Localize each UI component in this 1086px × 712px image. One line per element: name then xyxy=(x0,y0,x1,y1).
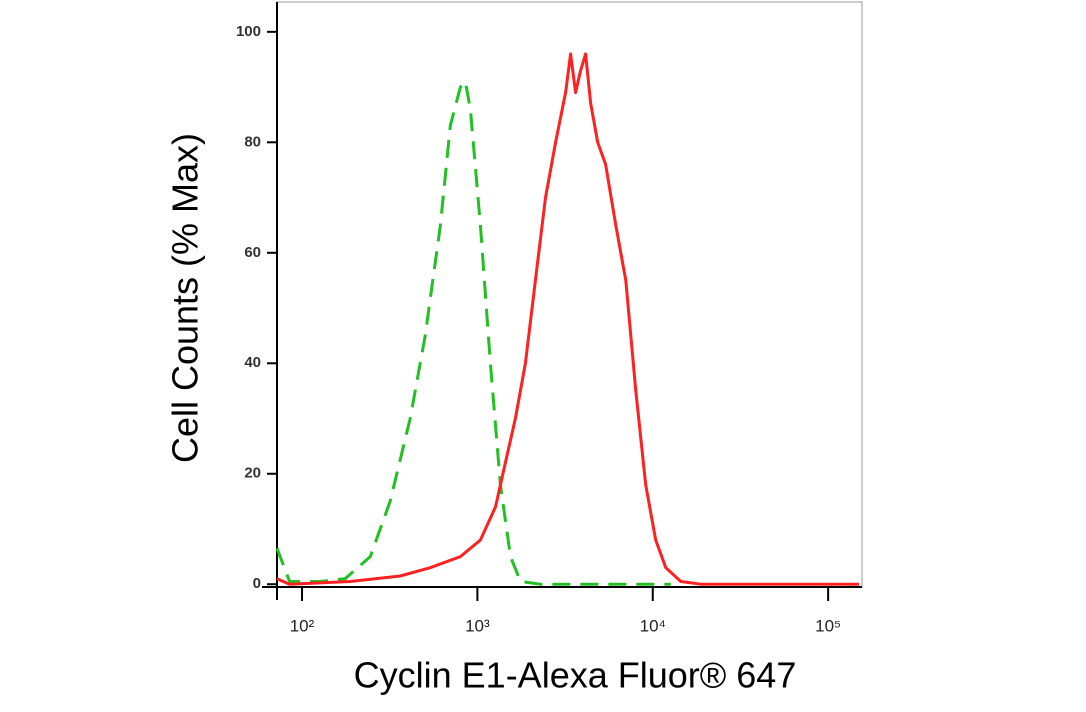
y-tick-label: 40 xyxy=(244,354,261,371)
y-tick-label: 60 xyxy=(244,244,261,261)
x-tick-label: 10² xyxy=(290,616,315,635)
x-tick-label: 10⁵ xyxy=(815,616,841,635)
y-tick-label: 100 xyxy=(236,23,261,40)
histogram-line xyxy=(276,52,859,586)
plot-frame xyxy=(276,1,863,588)
y-tick-label: 20 xyxy=(244,465,261,482)
y-tick-label: 0 xyxy=(253,575,261,592)
y-axis-label: Cell Counts (% Max) xyxy=(165,133,206,463)
x-axis-label: Cyclin E1-Alexa Fluor® 647 xyxy=(354,655,797,696)
x-tick-label: 10⁴ xyxy=(640,616,666,635)
y-tick-label: 80 xyxy=(244,133,261,150)
histogram-line xyxy=(275,80,671,586)
x-tick-label: 10³ xyxy=(465,616,490,635)
